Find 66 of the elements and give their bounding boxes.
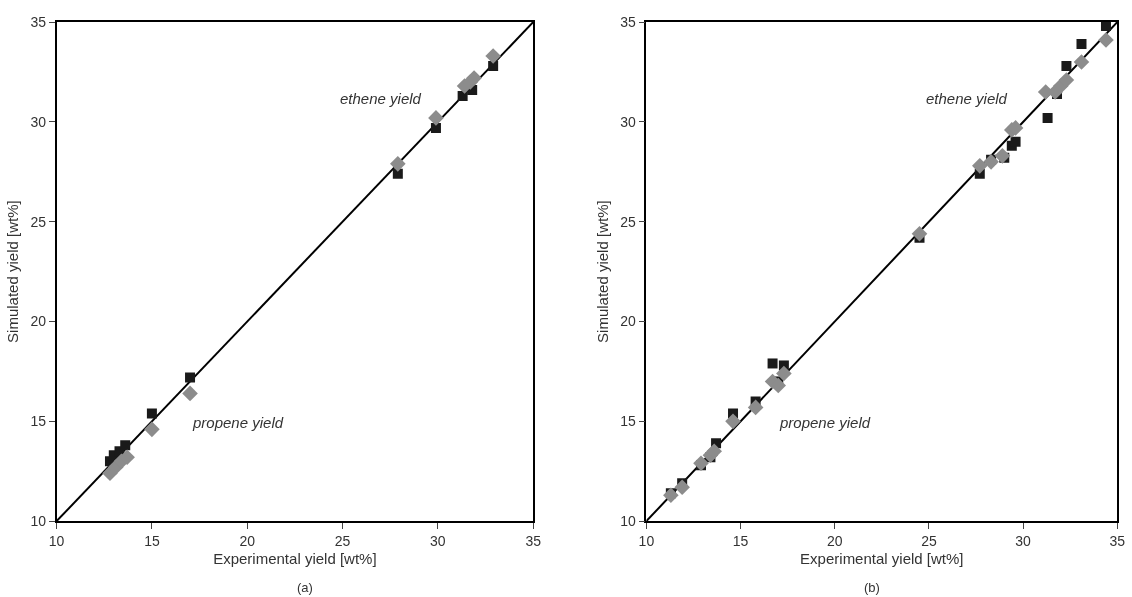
y-tick-label: 20 bbox=[30, 313, 47, 330]
y-tick-label: 25 bbox=[620, 213, 637, 230]
y-tick-label: 10 bbox=[620, 513, 637, 530]
point bbox=[390, 156, 406, 172]
y-tick-label: 30 bbox=[30, 113, 47, 130]
point bbox=[1010, 136, 1021, 147]
point bbox=[466, 70, 482, 86]
x-axis-title: Experimental yield [wt%] bbox=[800, 550, 964, 568]
y-axis-title: Simulated yield [wt%] bbox=[4, 200, 22, 343]
annotation: ethene yield bbox=[340, 90, 422, 107]
point bbox=[144, 421, 160, 438]
x-tick-label: 35 bbox=[525, 532, 542, 549]
y-tick-label: 30 bbox=[620, 113, 637, 130]
x-tick-label: 15 bbox=[732, 532, 749, 549]
annotation: propene yield bbox=[192, 414, 284, 431]
point bbox=[146, 408, 157, 419]
y-tick-label: 35 bbox=[620, 13, 637, 30]
annotation: propene yield bbox=[779, 414, 871, 431]
point bbox=[767, 358, 778, 369]
point bbox=[911, 225, 928, 242]
x-tick-label: 25 bbox=[334, 532, 351, 549]
point bbox=[776, 365, 792, 382]
point bbox=[1098, 32, 1114, 48]
x-tick-label: 10 bbox=[48, 532, 65, 549]
point bbox=[983, 154, 999, 170]
point bbox=[747, 399, 764, 416]
point bbox=[1061, 61, 1072, 72]
y-tick-label: 15 bbox=[620, 413, 637, 430]
point bbox=[428, 110, 444, 126]
point bbox=[185, 372, 196, 383]
y-tick-label: 25 bbox=[30, 213, 47, 230]
y-tick-label: 20 bbox=[620, 313, 637, 330]
x-tick-label: 30 bbox=[430, 532, 446, 549]
point bbox=[693, 455, 709, 472]
x-tick-label: 10 bbox=[638, 532, 655, 549]
point bbox=[1100, 22, 1111, 32]
x-tick-label: 25 bbox=[921, 532, 937, 549]
y-tick-label: 35 bbox=[30, 13, 47, 30]
y-tick-label: 10 bbox=[30, 513, 47, 530]
point bbox=[120, 440, 131, 451]
x-tick-label: 15 bbox=[144, 532, 160, 549]
point bbox=[674, 479, 690, 496]
x-tick-label: 20 bbox=[239, 532, 256, 549]
x-tick-label: 30 bbox=[1015, 532, 1032, 549]
point bbox=[663, 487, 679, 504]
point bbox=[971, 158, 988, 174]
y-tick-label: 15 bbox=[30, 413, 47, 430]
point bbox=[1058, 72, 1075, 88]
y-axis-title: Simulated yield [wt%] bbox=[593, 200, 611, 343]
point bbox=[706, 443, 722, 460]
text: (a) bbox=[297, 580, 313, 595]
point bbox=[1076, 39, 1087, 50]
annotation: ethene yield bbox=[926, 90, 1008, 107]
point bbox=[1073, 54, 1090, 70]
text: (b) bbox=[864, 580, 880, 595]
point bbox=[485, 48, 501, 64]
x-tick-label: 20 bbox=[826, 532, 843, 549]
point bbox=[994, 148, 1011, 164]
point bbox=[488, 61, 499, 72]
x-axis-title: Experimental yield [wt%] bbox=[213, 550, 377, 568]
point bbox=[430, 122, 441, 133]
point bbox=[725, 413, 741, 430]
x-tick-label: 35 bbox=[1109, 532, 1126, 549]
point bbox=[1042, 112, 1053, 123]
point bbox=[182, 385, 198, 402]
point bbox=[392, 168, 403, 179]
